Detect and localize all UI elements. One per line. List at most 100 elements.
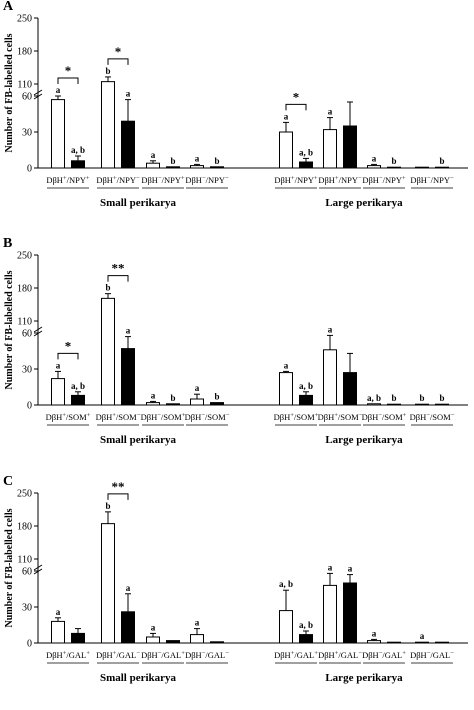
category-label-superscript: +	[113, 650, 117, 657]
category-label-superscript: +	[113, 175, 117, 182]
significance-letter: b	[391, 156, 396, 166]
group-label-large: Large perikarya	[325, 434, 403, 446]
category-label-superscript: −	[225, 650, 229, 657]
category-label-superscript: −	[201, 412, 205, 419]
bar	[146, 636, 160, 644]
category-label-part: DβH	[410, 175, 427, 185]
bar	[51, 378, 65, 406]
category-label: DβH−/SOM−	[410, 412, 455, 423]
bar	[435, 403, 449, 406]
category-label-part: /SOM	[382, 412, 403, 422]
category-label: DβH+/NPY+	[274, 175, 318, 186]
significance-letter: b	[391, 393, 396, 403]
category-label-part: DβH	[274, 412, 291, 422]
category-label-part: DβH	[274, 175, 291, 185]
significance-letter: a	[151, 150, 156, 160]
category-label-part: /GAL	[205, 650, 225, 660]
bar	[343, 372, 357, 406]
significance-letter: a, b	[299, 620, 313, 630]
y-tick-label: 60	[22, 329, 32, 340]
category-label-part: /SOM	[116, 412, 137, 422]
category-label: DβH−/GAL−	[410, 650, 454, 661]
y-tick-label: 60	[22, 92, 32, 103]
y-tick-label: 110	[17, 555, 32, 566]
category-label-part: /GAL	[382, 650, 402, 660]
category-label-part: DβH	[46, 650, 63, 660]
category-label-superscript: +	[402, 650, 406, 657]
y-tick-label: 250	[17, 14, 32, 25]
category-label-part: DβH	[318, 412, 335, 422]
category-label-part: /GAL	[66, 650, 86, 660]
category-label-superscript: −	[427, 650, 431, 657]
category-label-superscript: −	[157, 412, 161, 419]
y-tick-label: 180	[17, 47, 32, 58]
category-label-part: /NPY	[117, 175, 136, 185]
bar	[51, 620, 65, 644]
category-label: DβH−/NPY+	[362, 175, 406, 186]
category-label-part: /SOM	[338, 412, 359, 422]
category-label-superscript: −	[378, 412, 382, 419]
bar	[190, 634, 204, 644]
category-label-superscript: +	[291, 175, 295, 182]
category-label: DβH−/NPY−	[410, 175, 454, 186]
y-tick-label: 30	[22, 603, 32, 614]
significance-letter: a	[372, 153, 377, 163]
category-label-part: DβH	[141, 650, 158, 660]
category-label: DβH−/SOM+	[362, 412, 407, 423]
significance-letter: a	[126, 583, 131, 593]
bar	[435, 166, 449, 169]
bar	[299, 161, 313, 169]
bar	[367, 403, 381, 406]
bar	[166, 403, 180, 406]
category-label: DβH+/GAL−	[318, 650, 362, 661]
bar	[279, 372, 293, 406]
category-label-superscript: −	[202, 650, 206, 657]
significance-letter: a	[126, 326, 131, 336]
significance-letter: b	[439, 156, 444, 166]
bar	[323, 129, 337, 169]
category-label-part: DβH	[410, 650, 427, 660]
category-label-superscript: +	[112, 412, 116, 419]
category-label-superscript: +	[181, 650, 185, 657]
category-label-superscript: −	[225, 175, 229, 182]
category-label-part: DβH	[362, 412, 379, 422]
significance-bracket	[57, 77, 79, 84]
significance-letter: a	[328, 324, 333, 334]
category-label-part: DβH	[96, 175, 113, 185]
bar	[387, 403, 401, 406]
category-label-part: /GAL	[338, 650, 358, 660]
category-label-superscript: −	[379, 650, 383, 657]
category-label-part: DβH	[185, 175, 202, 185]
category-label-superscript: −	[202, 175, 206, 182]
bar	[210, 166, 224, 169]
bar	[210, 641, 224, 644]
y-axis-label: Number of FB-labelled cells	[4, 508, 15, 627]
significance-letter: b	[105, 501, 110, 511]
category-label-part: DβH	[141, 412, 158, 422]
category-label-superscript: +	[86, 650, 90, 657]
category-label-part: /NPY	[339, 175, 358, 185]
significance-bracket	[107, 275, 129, 282]
bar	[71, 394, 85, 406]
panel-letter: B	[3, 236, 12, 251]
bar	[121, 120, 135, 169]
axis-break-mark	[33, 564, 43, 571]
category-label: DβH+/SOM−	[96, 412, 141, 423]
category-label-superscript: +	[182, 412, 186, 419]
category-label: DβH+/NPY−	[96, 175, 140, 186]
bar	[146, 162, 160, 169]
category-label-superscript: +	[402, 175, 406, 182]
category-label-part: /GAL	[116, 650, 136, 660]
significance-letter: b	[170, 393, 175, 403]
bar	[71, 160, 85, 169]
significance-letter: b	[170, 156, 175, 166]
y-tick-label: 250	[17, 489, 32, 500]
category-label-superscript: −	[358, 650, 362, 657]
significance-letter: b	[105, 66, 110, 76]
category-label-superscript: −	[136, 175, 140, 182]
category-label: DβH−/GAL+	[362, 650, 406, 661]
y-axis-label: Number of FB-labelled cells	[4, 270, 15, 389]
significance-letter: a, b	[279, 579, 293, 589]
